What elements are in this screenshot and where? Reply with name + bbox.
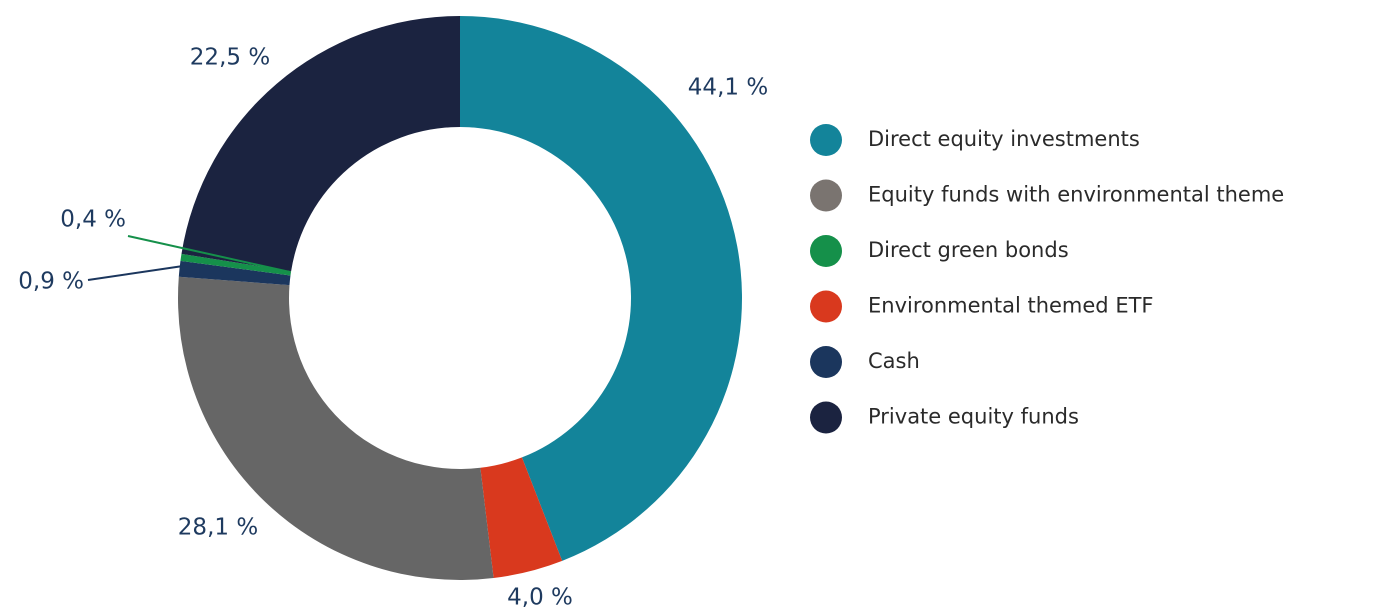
legend-swatch: [810, 179, 842, 212]
legend-swatch: [810, 235, 842, 267]
legend-label: Direct green bonds: [868, 238, 1069, 262]
value-label: 22,5 %: [190, 45, 270, 71]
slice: [460, 16, 742, 561]
value-label: 0,4 %: [60, 207, 126, 233]
value-label: 28,1 %: [178, 515, 258, 541]
value-label: 4,0 %: [507, 585, 573, 611]
value-label: 0,9 %: [18, 269, 84, 295]
slice: [180, 253, 292, 276]
slice: [178, 260, 291, 286]
legend-swatch: [810, 290, 842, 323]
slice: [181, 16, 460, 272]
legend-swatch: [810, 124, 842, 156]
legend-label: Environmental themed ETF: [868, 294, 1154, 318]
legend-swatch: [810, 346, 842, 378]
slice: [177, 276, 494, 580]
leader-line: [127, 235, 291, 273]
leader-line: [87, 265, 184, 281]
legend-label: Equity funds with environmental theme: [868, 183, 1284, 207]
slice: [480, 457, 563, 578]
legend-label: Private equity funds: [868, 405, 1079, 429]
legend-swatch: [810, 401, 842, 434]
legend-label: Direct equity investments: [868, 127, 1140, 151]
value-label: 44,1 %: [688, 75, 768, 101]
legend-label: Cash: [868, 349, 920, 373]
